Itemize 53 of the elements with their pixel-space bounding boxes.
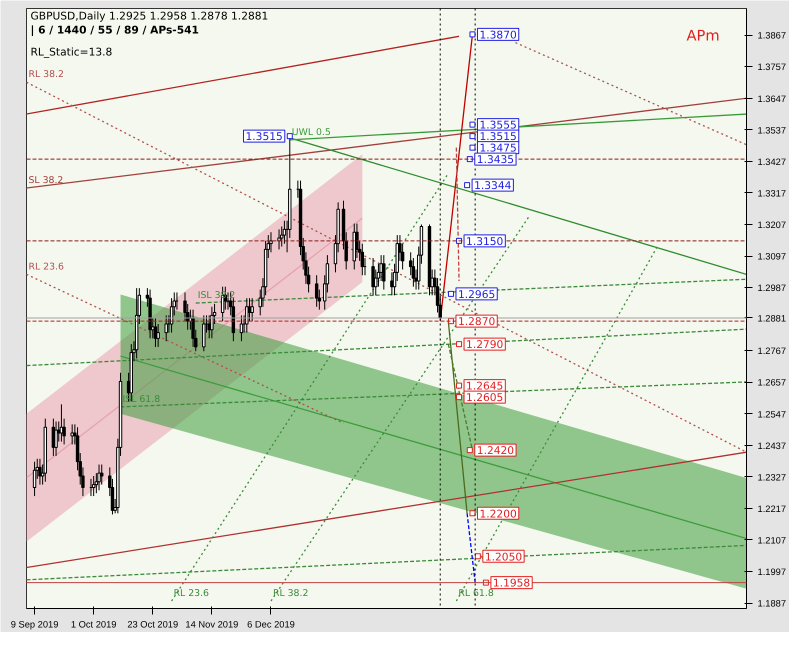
data-label: 1.3870 (479, 28, 517, 42)
data-label: 1.1958 (492, 576, 530, 590)
series-label: RL 38.2 (28, 69, 64, 80)
series-label: RL 23.6 (28, 261, 64, 272)
series-label: RL 61.8 (458, 588, 494, 600)
y-tick-label: 1.2657 (758, 378, 786, 388)
data-label: 1.3515 (479, 130, 517, 144)
series-label: RL 38.2 (272, 588, 308, 600)
y-tick-label: 1.3757 (758, 62, 786, 72)
data-label: 1.3515 (245, 130, 283, 144)
data-label: 1.2200 (479, 507, 517, 520)
data-label: 1.2050 (484, 550, 522, 564)
y-tick-label: 1.3317 (758, 188, 786, 198)
y-tick-label: 1.2437 (758, 440, 786, 451)
y-tick-label: 1.3867 (758, 30, 786, 41)
data-label: 1.2965 (458, 288, 496, 301)
y-tick-label: 1.2217 (758, 504, 786, 514)
y-tick-label: 1.3427 (758, 156, 786, 167)
data-label: 1.3475 (479, 142, 517, 155)
text: | 6 / 1440 / 55 / 89 / APs-541 (30, 24, 199, 36)
series-label: UWL 0.5 (292, 126, 331, 138)
y-tick-label: 1.2327 (758, 472, 786, 482)
data-label: 1.2605 (466, 391, 504, 404)
data-label: 1.2870 (458, 315, 496, 328)
y-tick-label: 1.3207 (758, 220, 786, 230)
chart-title: GBPUSD,Daily 1.2925 1.2958 1.2878 1.2881 (30, 10, 268, 22)
y-tick-label: 1.1997 (758, 567, 786, 577)
data-label: 1.2645 (466, 380, 504, 393)
series-label: ISL 61.8 (122, 394, 160, 405)
y-tick-label: 1.2547 (758, 409, 786, 420)
y-tick-label: 1.3097 (758, 252, 786, 262)
ref-line-label: 1.2881 (758, 313, 786, 324)
y-tick-label: 1.3537 (758, 125, 786, 136)
x-tick-label: 6 Dec 2019 (247, 620, 295, 630)
data-label: 1.2790 (466, 338, 504, 352)
annotation: APm (686, 28, 720, 44)
data-label: 1.3344 (474, 179, 512, 192)
x-tick-label: 14 Nov 2019 (185, 620, 238, 630)
series-label: RL 23.6 (174, 588, 210, 600)
y-tick-label: 1.2107 (758, 535, 786, 546)
x-tick-label: 9 Sep 2019 (10, 620, 58, 630)
y-tick-label: 1.2767 (758, 346, 786, 356)
data-label: 1.3435 (476, 153, 514, 166)
y-tick-label: 1.2987 (758, 283, 786, 294)
x-tick-label: 1 Oct 2019 (70, 620, 116, 630)
x-tick-label: 23 Oct 2019 (127, 620, 178, 630)
y-tick-label: 1.3647 (758, 94, 786, 104)
y-tick-label: 1.1887 (758, 598, 786, 609)
data-label: 1.2420 (476, 444, 514, 458)
data-label: 1.3150 (466, 234, 504, 248)
series-label: SL 38.2 (28, 175, 64, 186)
data-label: 1.3555 (479, 118, 517, 132)
annotation: RL_Static=13.8 (30, 46, 113, 58)
